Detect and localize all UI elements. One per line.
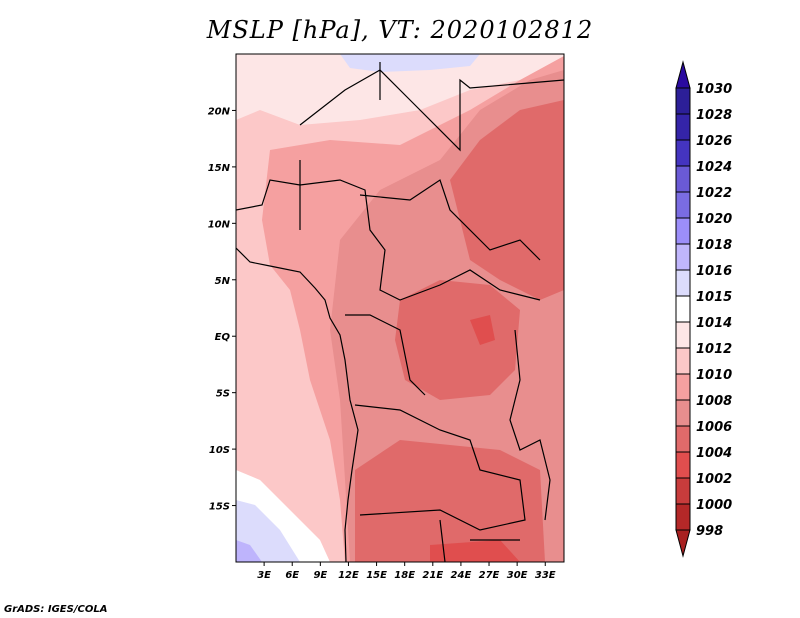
coastline xyxy=(236,247,359,562)
colorbar-swatch xyxy=(675,217,691,245)
lon-label: 33E xyxy=(535,570,556,581)
coastlines-borders xyxy=(236,62,564,562)
field-1004-south xyxy=(355,440,545,562)
lat-label: 5S xyxy=(216,389,230,400)
colorbar-swatch xyxy=(675,347,691,375)
colorbar-swatch xyxy=(675,139,691,167)
border xyxy=(345,314,426,396)
lon-label: 15E xyxy=(366,570,387,581)
lon-label: 12E xyxy=(338,570,359,581)
pressure-field xyxy=(236,54,564,562)
colorbar-label: 1016 xyxy=(696,264,732,279)
colorbar-swatch xyxy=(675,87,691,115)
colorbar-swatch xyxy=(675,165,691,193)
colorbar-label: 1018 xyxy=(696,238,732,253)
map-axes: 20N 15N 10N 5N EQ 5S 10S 15S 3E 6E 9E 12E 15E 18E 21E 2… xyxy=(208,106,556,581)
border xyxy=(299,69,564,152)
field-1016-sw xyxy=(236,540,262,562)
field-1004-ne xyxy=(450,100,564,300)
colorbar-label: 1000 xyxy=(696,498,732,513)
colorbar-swatch xyxy=(675,113,691,141)
colorbar-label: 1026 xyxy=(696,134,732,149)
colorbar-swatch xyxy=(675,269,691,297)
field-1015-north xyxy=(340,54,480,72)
colorbar-label: 1024 xyxy=(696,160,732,175)
colorbar-label: 1015 xyxy=(696,290,732,305)
lakes-border xyxy=(509,329,551,521)
colorbar-label: 1008 xyxy=(696,394,732,409)
colorbar-swatch xyxy=(675,373,691,401)
lat-label: 15N xyxy=(208,163,231,174)
lat-label: EQ xyxy=(215,332,231,343)
colorbar-label: 1030 xyxy=(696,82,732,97)
colorbar-label: 998 xyxy=(696,524,723,539)
colorbar-swatch xyxy=(675,191,691,219)
lat-label: 15S xyxy=(209,502,230,513)
map-frame xyxy=(235,53,565,563)
colorbar-label: 1010 xyxy=(696,368,732,383)
lon-label: 30E xyxy=(507,570,528,581)
field-1004-congo xyxy=(395,280,520,400)
lat-label: 10N xyxy=(208,219,231,230)
field-1002-blob xyxy=(470,315,495,345)
lon-label: 9E xyxy=(313,570,327,581)
border xyxy=(236,179,541,301)
colorbar-label: 1020 xyxy=(696,212,732,227)
border xyxy=(299,62,520,562)
field-1015-sw xyxy=(236,500,300,562)
colorbar-label: 1002 xyxy=(696,472,732,487)
lat-label: 20N xyxy=(208,106,231,117)
figure-title: MSLP [hPa], VT: 2020102812 xyxy=(206,16,594,44)
border xyxy=(359,179,541,261)
colorbar: 1030 1028 1026 1024 1022 1020 1018 1016 1015 1014… xyxy=(675,60,732,558)
colorbar-top-arrow xyxy=(675,60,691,89)
colorbar-swatch xyxy=(675,451,691,479)
colorbar-label: 1022 xyxy=(696,186,732,201)
lon-label: 27E xyxy=(479,570,500,581)
lon-label: 18E xyxy=(394,570,415,581)
colorbar-swatch xyxy=(675,321,691,349)
colorbar-label: 1012 xyxy=(696,342,732,357)
grads-credit: GrADS: IGES/COLA xyxy=(4,604,108,615)
colorbar-swatch xyxy=(675,477,691,505)
colorbar-bottom-arrow xyxy=(675,529,691,558)
lon-label: 21E xyxy=(422,570,443,581)
lat-label: 5N xyxy=(215,276,231,287)
colorbar-label: 1006 xyxy=(696,420,732,435)
lon-label: 6E xyxy=(285,570,299,581)
lon-label: 3E xyxy=(257,570,271,581)
border xyxy=(354,404,526,531)
lat-label: 10S xyxy=(209,445,230,456)
colorbar-swatch xyxy=(675,399,691,427)
colorbar-swatch xyxy=(675,295,691,323)
colorbar-label: 1004 xyxy=(696,446,732,461)
colorbar-swatch xyxy=(675,243,691,271)
colorbar-swatch xyxy=(675,425,691,453)
colorbar-swatch xyxy=(675,503,691,531)
colorbar-label: 1028 xyxy=(696,108,732,123)
lon-label: 24E xyxy=(451,570,472,581)
colorbar-label: 1014 xyxy=(696,316,732,331)
field-1002-south xyxy=(430,540,520,562)
